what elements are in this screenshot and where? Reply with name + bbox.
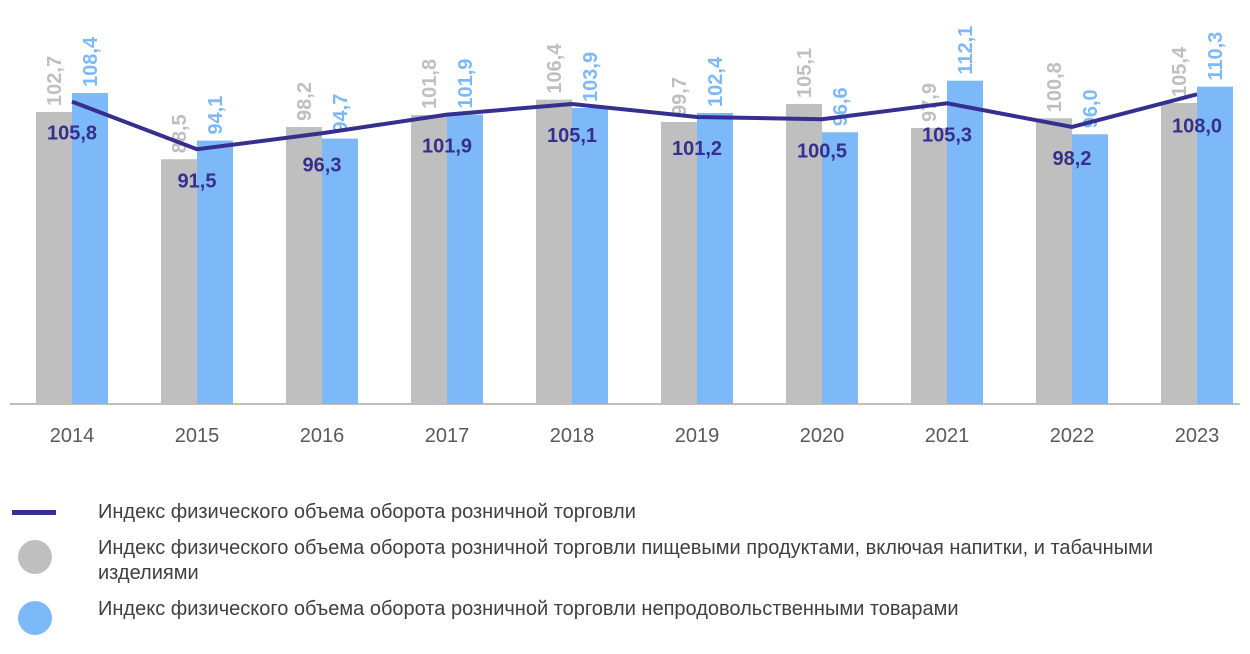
value-label: 97,9 — [919, 83, 941, 122]
x-tick-label: 2022 — [1050, 425, 1095, 447]
value-label: 102,4 — [705, 56, 727, 107]
bar — [72, 92, 108, 404]
legend: Индекс физического объема оборота рознич… — [0, 500, 1250, 635]
value-label: 96,6 — [830, 87, 852, 126]
legend-label: Индекс физического объема оборота рознич… — [98, 501, 636, 523]
value-label: 99,7 — [669, 77, 691, 116]
value-label: 108,4 — [80, 36, 102, 87]
bar — [822, 132, 858, 404]
x-tick-label: 2018 — [550, 425, 595, 447]
legend-marker — [12, 510, 56, 515]
line — [71, 92, 1198, 152]
legend-item: Индекс физического объема оборота рознич… — [0, 536, 1228, 586]
bar — [697, 112, 733, 404]
line-value-label: 91,5 — [178, 170, 217, 192]
x-tick-label: 2016 — [300, 425, 345, 447]
bar — [1161, 102, 1197, 404]
value-label: 94,7 — [330, 94, 352, 133]
x-tick-label: 2021 — [925, 425, 970, 447]
value-label: 105,4 — [1169, 46, 1191, 97]
x-tick-label: 2023 — [1175, 425, 1220, 447]
legend-item: Индекс физического объема оборота рознич… — [0, 597, 1228, 635]
value-label: 105,1 — [794, 48, 816, 98]
x-tick-label: 2017 — [425, 425, 470, 447]
chart: 2014 2015 2016 2017 2018 2019 2020 2021 2022 2023… — [10, 26, 1240, 447]
line-value-label: 98,2 — [1053, 148, 1092, 170]
legend-marker — [18, 601, 52, 635]
bar — [197, 140, 233, 405]
value-label: 110,3 — [1205, 32, 1227, 81]
value-label: 98,2 — [294, 82, 316, 121]
bar — [1036, 118, 1072, 404]
line-value-label: 100,5 — [797, 140, 847, 162]
bar — [322, 138, 358, 404]
line-value-label: 105,8 — [47, 123, 97, 145]
legend-label: Индекс физического объема оборота рознич… — [98, 598, 959, 620]
bar — [1197, 86, 1233, 404]
bar — [161, 159, 197, 404]
value-label: 94,1 — [205, 96, 227, 135]
x-tick-label: 2020 — [800, 425, 845, 447]
value-label: 101,8 — [419, 59, 441, 109]
legend-item: Индекс физического объема оборота рознич… — [0, 500, 1228, 525]
bar — [447, 114, 483, 405]
value-label: 102,7 — [44, 56, 66, 106]
value-label: 112,1 — [955, 26, 977, 75]
bar — [947, 80, 983, 405]
bar — [536, 99, 572, 404]
x-tick-label: 2019 — [675, 425, 720, 447]
bar — [661, 121, 697, 404]
bar — [786, 103, 822, 404]
value-label: 106,4 — [544, 43, 566, 94]
bar — [911, 127, 947, 405]
line-value-label: 105,1 — [547, 125, 597, 147]
line-value-label: 108,0 — [1172, 115, 1222, 137]
line-value-label: 101,2 — [672, 138, 722, 160]
bar — [411, 114, 447, 405]
line-value-label: 105,3 — [922, 124, 972, 146]
bar — [286, 126, 322, 404]
bar — [36, 111, 72, 405]
value-label: 101,9 — [455, 59, 477, 109]
legend-marker — [18, 540, 52, 574]
line-value-label: 101,9 — [422, 136, 472, 158]
line-value-label: 96,3 — [303, 154, 342, 176]
x-tick-label: 2015 — [175, 425, 220, 447]
value-label: 103,9 — [580, 52, 602, 102]
value-label: 100,8 — [1044, 62, 1066, 112]
bar — [572, 107, 608, 404]
bar — [1072, 134, 1108, 404]
legend-label: Индекс физического объема оборота рознич… — [98, 537, 1153, 584]
x-tick-label: 2014 — [50, 425, 95, 447]
